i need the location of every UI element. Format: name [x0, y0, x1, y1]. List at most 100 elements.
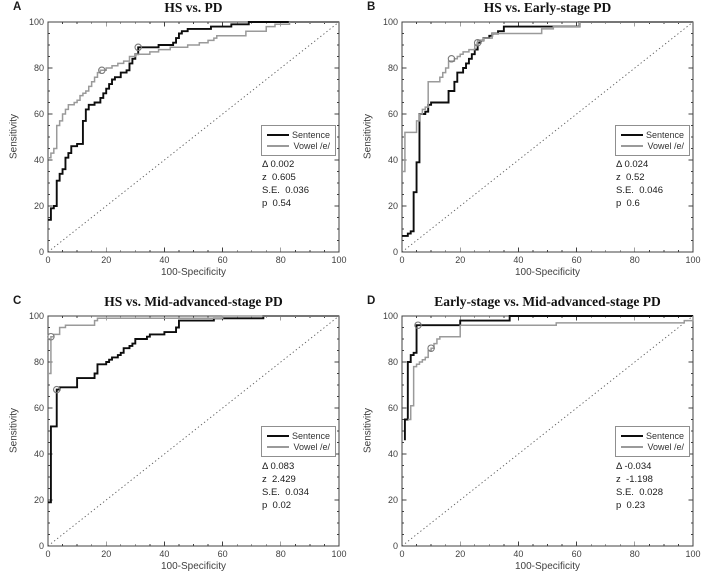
svg-text:80: 80	[388, 357, 398, 367]
panel-title: HS vs. Mid-advanced-stage PD	[104, 294, 283, 309]
svg-text:20: 20	[101, 549, 111, 559]
panel-a: A HS vs. PD 0 20 40 60 80 100 0 20 40 60 80 100 Sen…	[0, 0, 354, 294]
panel-letter: D	[367, 295, 376, 307]
panel-letter: C	[13, 295, 22, 307]
svg-text:100: 100	[29, 311, 44, 321]
legend-entry-vowel: Vowel /e/	[267, 441, 330, 452]
svg-text:60: 60	[572, 549, 582, 559]
stat-se: S.E. 0.046	[616, 185, 664, 196]
svg-text:100: 100	[685, 255, 700, 265]
svg-text:100: 100	[685, 549, 700, 559]
stat-se: S.E. 0.034	[262, 487, 310, 498]
panel-title: Early-stage vs. Mid-advanced-stage PD	[434, 294, 661, 309]
stat-z: z 0.52	[616, 172, 645, 183]
svg-text:0: 0	[39, 247, 44, 257]
svg-text:0: 0	[45, 255, 50, 265]
sentence-line-swatch	[267, 133, 289, 136]
vowel-line-swatch	[267, 445, 289, 448]
legend-entry-sentence: Sentence	[267, 430, 330, 441]
legend-label: Vowel /e/	[647, 441, 684, 452]
svg-text:40: 40	[388, 155, 398, 165]
stat-p: p 0.23	[616, 500, 646, 511]
svg-text:40: 40	[159, 549, 169, 559]
svg-text:80: 80	[630, 549, 640, 559]
stat-se: S.E. 0.028	[616, 487, 664, 498]
svg-text:80: 80	[630, 255, 640, 265]
legend-entry-sentence: Sentence	[267, 129, 330, 140]
svg-text:0: 0	[393, 541, 398, 551]
svg-text:60: 60	[218, 549, 228, 559]
roc-plot: 0 20 40 60 80 100 0 20 40 60 80 100	[29, 17, 347, 265]
svg-text:0: 0	[399, 255, 404, 265]
svg-text:40: 40	[513, 255, 523, 265]
panel-d: D Early-stage vs. Mid-advanced-stage PD …	[354, 294, 708, 588]
vowel-line-swatch	[621, 445, 643, 448]
stat-z: z -1.198	[616, 474, 653, 485]
stat-p: p 0.6	[616, 198, 640, 209]
x-axis-label: 100-Specificity	[160, 561, 227, 572]
legend-label: Sentence	[291, 129, 330, 140]
stats-block: Δ 0.002 z 0.605 S.E. 0.036 p 0.54	[262, 158, 309, 210]
legend-entry-sentence: Sentence	[621, 430, 684, 441]
sentence-line-swatch	[621, 434, 643, 437]
svg-text:80: 80	[34, 63, 44, 73]
panel-title: HS vs. Early-stage PD	[483, 0, 612, 15]
svg-text:100: 100	[331, 255, 346, 265]
legend-entry-vowel: Vowel /e/	[621, 441, 684, 452]
svg-text:40: 40	[34, 449, 44, 459]
roc-plot: 0 20 40 60 80 100 0 20 40 60 80 100	[29, 311, 347, 559]
svg-text:100: 100	[383, 17, 398, 27]
sentence-line-swatch	[621, 133, 643, 136]
svg-text:20: 20	[388, 495, 398, 505]
svg-text:0: 0	[45, 549, 50, 559]
stats-block: Δ -0.034 z -1.198 S.E. 0.028 p 0.23	[616, 460, 663, 512]
stat-p: p 0.54	[262, 198, 292, 209]
svg-text:0: 0	[399, 549, 404, 559]
panel-c: C HS vs. Mid-advanced-stage PD 0 20 40 60 80…	[0, 294, 354, 588]
legend-label: Sentence	[291, 430, 330, 441]
legend-label: Vowel /e/	[293, 441, 330, 452]
legend-label: Vowel /e/	[293, 140, 330, 151]
stat-z: z 2.429	[262, 474, 296, 485]
svg-text:20: 20	[455, 549, 465, 559]
svg-text:60: 60	[572, 255, 582, 265]
legend: Sentence Vowel /e/	[615, 426, 690, 457]
svg-text:60: 60	[218, 255, 228, 265]
stat-delta: Δ 0.024	[616, 159, 649, 170]
svg-text:100: 100	[383, 311, 398, 321]
svg-text:0: 0	[393, 247, 398, 257]
x-axis-label: 100-Specificity	[514, 561, 581, 572]
svg-text:40: 40	[388, 449, 398, 459]
legend-entry-vowel: Vowel /e/	[267, 140, 330, 151]
roc-plot: 0 20 40 60 80 100 0 20 40 60 80 100	[383, 311, 701, 559]
stat-delta: Δ -0.034	[616, 461, 652, 472]
svg-text:0: 0	[39, 541, 44, 551]
legend: Sentence Vowel /e/	[615, 125, 690, 156]
legend-label: Sentence	[645, 129, 684, 140]
panel-b: B HS vs. Early-stage PD 0 20 40 60 80 100 0 20 4…	[354, 0, 708, 294]
stats-block: Δ 0.083 z 2.429 S.E. 0.034 p 0.02	[262, 460, 309, 512]
svg-text:80: 80	[34, 357, 44, 367]
svg-text:100: 100	[29, 17, 44, 27]
svg-text:80: 80	[276, 549, 286, 559]
svg-text:100: 100	[331, 549, 346, 559]
sentence-line-swatch	[267, 434, 289, 437]
svg-text:40: 40	[159, 255, 169, 265]
svg-text:80: 80	[388, 63, 398, 73]
svg-text:80: 80	[276, 255, 286, 265]
svg-text:20: 20	[34, 201, 44, 211]
x-axis-label: 100-Specificity	[514, 267, 581, 278]
stats-block: Δ 0.024 z 0.52 S.E. 0.046 p 0.6	[616, 158, 663, 210]
svg-text:20: 20	[455, 255, 465, 265]
svg-text:20: 20	[101, 255, 111, 265]
legend: Sentence Vowel /e/	[261, 125, 336, 156]
svg-text:60: 60	[34, 403, 44, 413]
svg-text:60: 60	[388, 403, 398, 413]
legend-entry-vowel: Vowel /e/	[621, 140, 684, 151]
svg-text:40: 40	[34, 155, 44, 165]
y-axis-label: Sensitivity	[8, 408, 20, 454]
svg-text:40: 40	[513, 549, 523, 559]
vowel-line-swatch	[267, 144, 289, 147]
stat-z: z 0.605	[262, 172, 296, 183]
